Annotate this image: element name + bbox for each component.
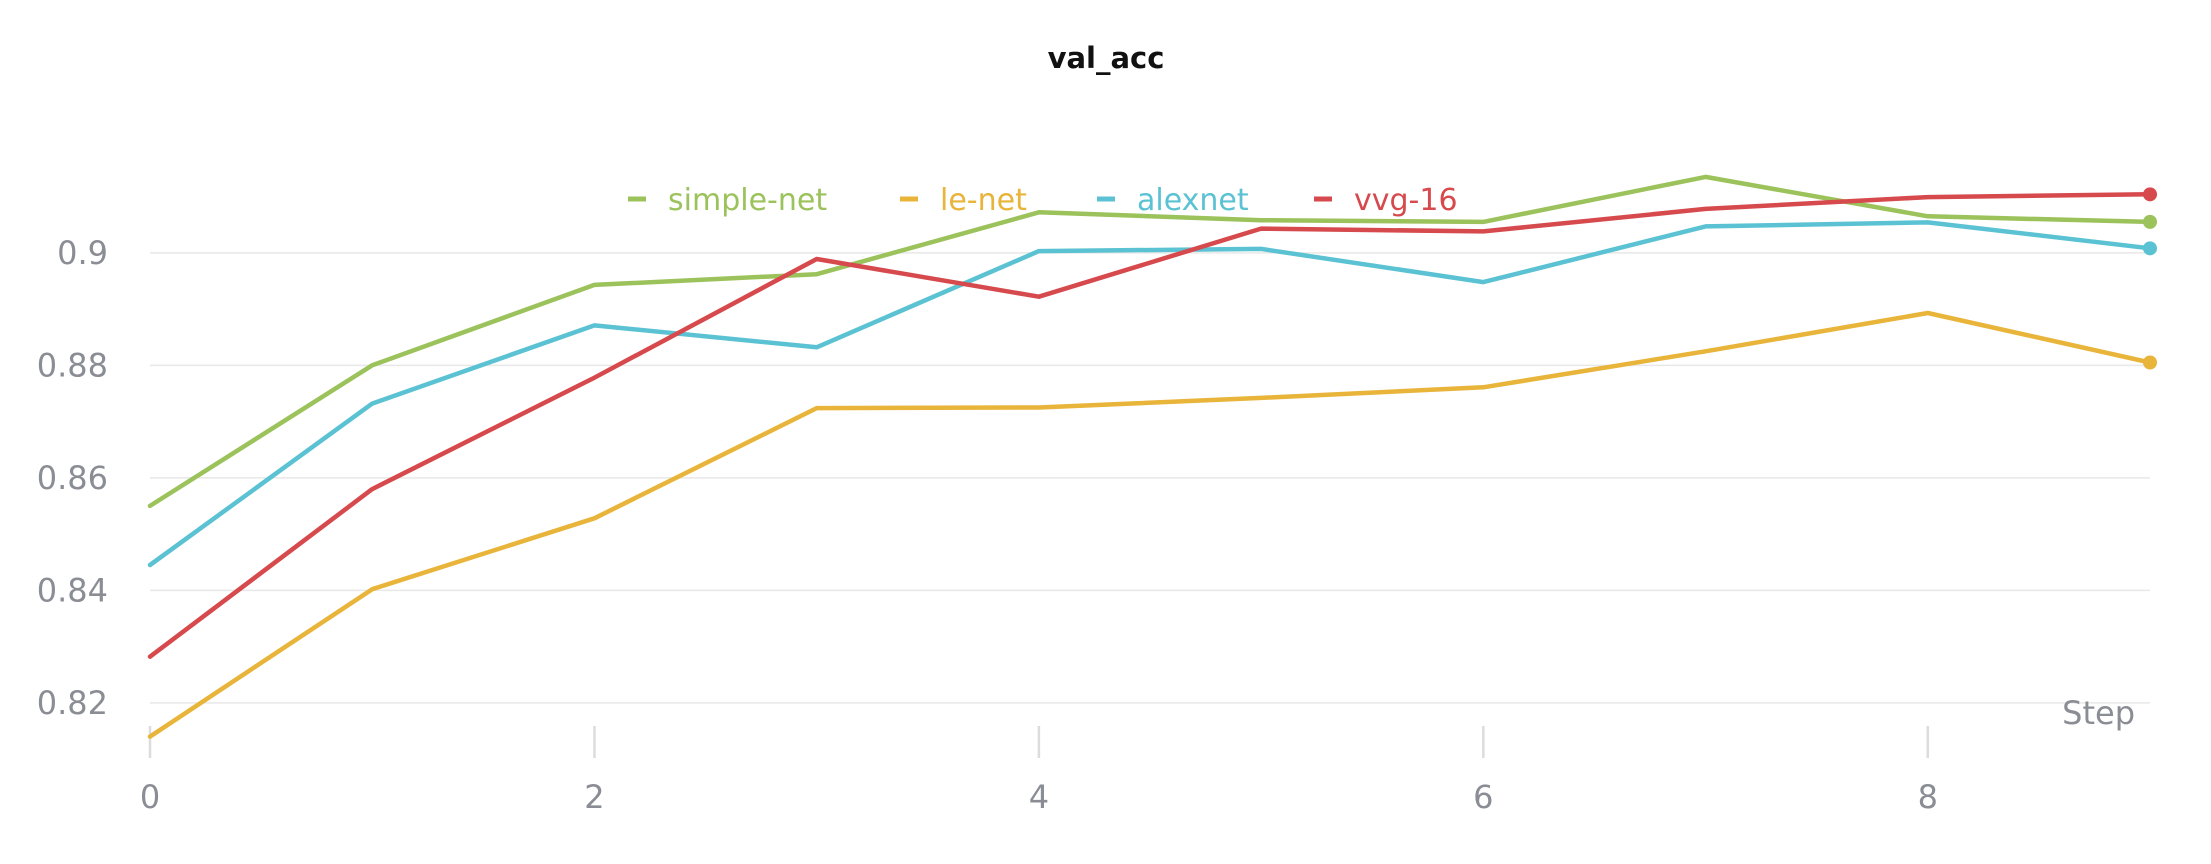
y-tick-label: 0.84 [37, 571, 108, 609]
series-line-alexnet [147, 220, 2153, 568]
series-end-point-vvg-16 [2143, 187, 2157, 202]
x-tick-label: 4 [1029, 778, 1049, 816]
x-tick-label: 6 [1473, 778, 1493, 816]
y-tick-label: 0.88 [37, 346, 108, 384]
legend-label: le-net [940, 183, 1027, 218]
chart-title: val_acc [1048, 41, 1165, 75]
legend-item-simple-net[interactable]: simple-net [628, 183, 827, 218]
y-tick-label: 0.9 [57, 234, 108, 272]
legend-item-alexnet[interactable]: alexnet [1097, 183, 1249, 218]
x-axis: 0 2 4 6 8 [140, 726, 1938, 816]
series-line-simple-net [147, 174, 2153, 509]
series-end-point-simple-net [2143, 214, 2157, 229]
legend-item-vvg-16[interactable]: vvg-16 [1314, 183, 1458, 218]
legend-label: simple-net [668, 183, 827, 218]
series-line-le-net [147, 310, 2153, 739]
series-lines [147, 174, 2157, 739]
series-end-point-le-net [2143, 355, 2157, 370]
legend-label: alexnet [1137, 183, 1249, 218]
y-axis: 0.82 0.84 0.86 0.88 0.9 [37, 234, 108, 722]
grid-lines [150, 252, 2150, 704]
x-axis-label: Step [2062, 694, 2135, 732]
x-tick-label: 0 [140, 778, 160, 816]
legend[interactable]: simple-net le-net alexnet vvg-16 [628, 183, 1458, 218]
legend-item-le-net[interactable]: le-net [900, 183, 1027, 218]
x-tick-label: 2 [584, 778, 604, 816]
series-end-point-alexnet [2143, 241, 2157, 256]
y-tick-label: 0.82 [37, 684, 108, 722]
y-tick-label: 0.86 [37, 459, 108, 497]
legend-label: vvg-16 [1354, 183, 1458, 218]
series-line-vvg-16 [147, 192, 2153, 659]
x-tick-label: 8 [1918, 778, 1938, 816]
